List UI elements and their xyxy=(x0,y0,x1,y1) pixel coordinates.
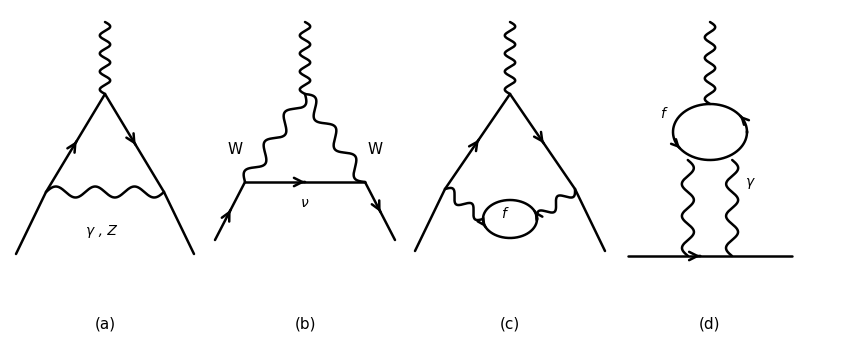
Text: (d): (d) xyxy=(699,316,721,332)
Text: ν: ν xyxy=(301,196,309,210)
Text: γ: γ xyxy=(746,175,754,189)
Text: W: W xyxy=(367,142,382,158)
Text: f: f xyxy=(660,107,665,121)
Text: γ , Z: γ , Z xyxy=(86,224,116,238)
Text: (c): (c) xyxy=(500,316,520,332)
Text: (b): (b) xyxy=(294,316,316,332)
Text: W: W xyxy=(227,142,242,158)
Text: f: f xyxy=(502,207,506,221)
Text: (a): (a) xyxy=(94,316,115,332)
